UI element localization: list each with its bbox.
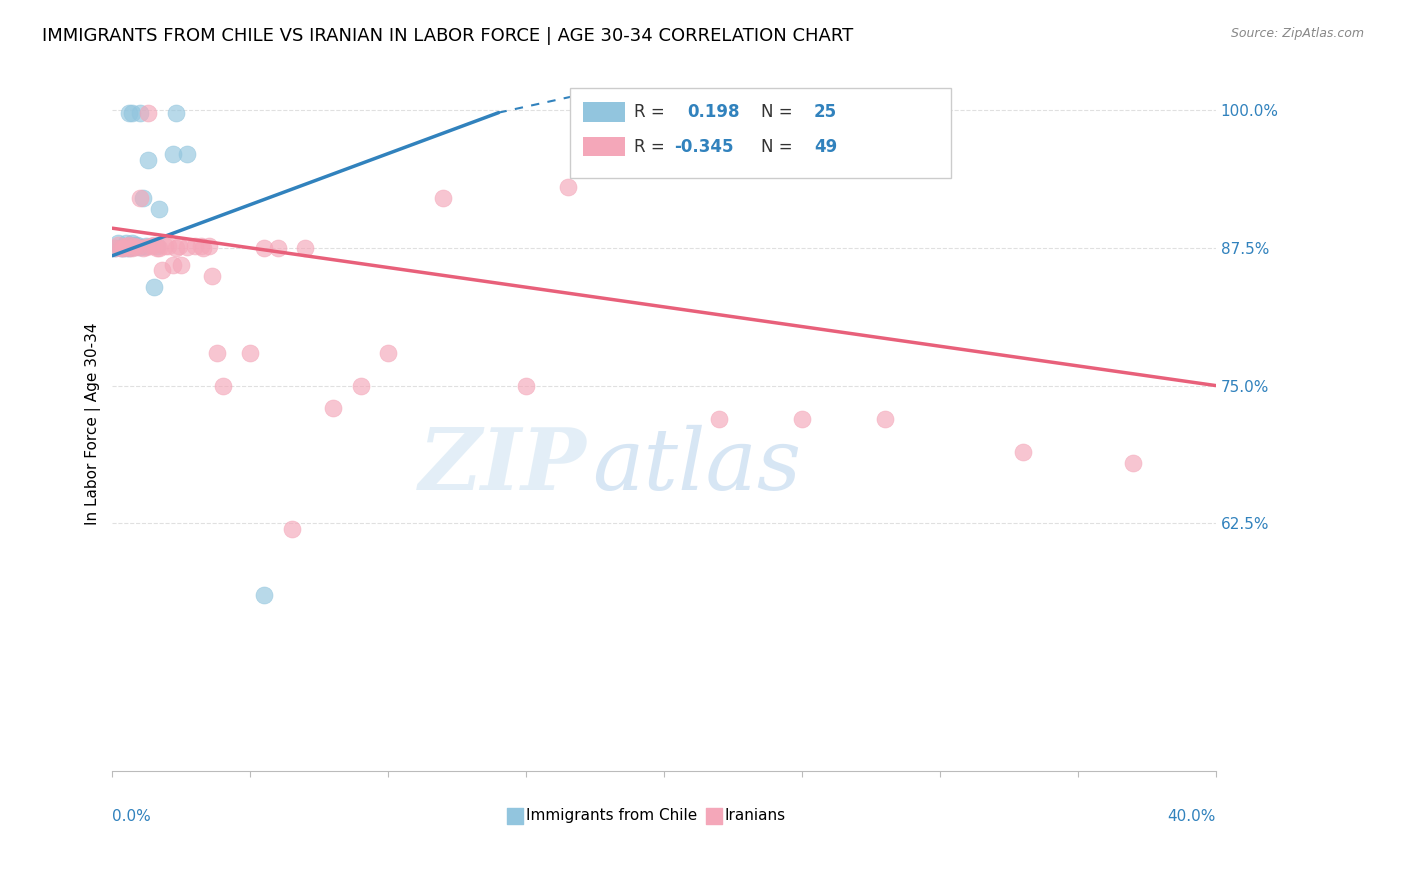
Point bbox=[118, 241, 141, 255]
Point bbox=[124, 237, 146, 252]
Point bbox=[142, 279, 165, 293]
Point bbox=[107, 235, 129, 250]
Point bbox=[432, 192, 454, 206]
Text: N =: N = bbox=[761, 103, 799, 121]
Point bbox=[129, 105, 152, 120]
Point bbox=[115, 241, 138, 255]
Point bbox=[709, 411, 731, 425]
Point bbox=[1122, 456, 1144, 470]
Point bbox=[110, 241, 132, 255]
Point bbox=[115, 239, 138, 253]
Point bbox=[112, 241, 135, 255]
Point bbox=[124, 239, 146, 253]
Point bbox=[127, 240, 149, 254]
FancyBboxPatch shape bbox=[583, 137, 626, 156]
Point bbox=[148, 241, 170, 255]
Point bbox=[136, 153, 159, 167]
Point bbox=[132, 192, 155, 206]
Point bbox=[104, 241, 127, 255]
Point bbox=[239, 345, 262, 359]
Y-axis label: In Labor Force | Age 30-34: In Labor Force | Age 30-34 bbox=[86, 323, 101, 525]
Text: R =: R = bbox=[634, 103, 671, 121]
Text: 40.0%: 40.0% bbox=[1167, 809, 1216, 824]
Point bbox=[110, 241, 132, 255]
Point bbox=[280, 522, 302, 536]
Point bbox=[267, 241, 290, 255]
Point bbox=[153, 239, 176, 253]
Point bbox=[557, 180, 579, 194]
Point bbox=[129, 240, 152, 254]
Point bbox=[515, 378, 537, 392]
Point bbox=[253, 588, 276, 602]
Point bbox=[176, 240, 198, 254]
Point bbox=[170, 258, 193, 272]
Point bbox=[165, 105, 187, 120]
Point bbox=[134, 240, 156, 254]
Point bbox=[176, 147, 198, 161]
Point bbox=[184, 239, 207, 253]
Point bbox=[156, 239, 179, 253]
Point bbox=[162, 258, 184, 272]
Point bbox=[377, 345, 399, 359]
Text: 25: 25 bbox=[814, 103, 837, 121]
Point bbox=[165, 241, 187, 255]
Point bbox=[1011, 444, 1033, 458]
FancyBboxPatch shape bbox=[571, 87, 950, 178]
Text: Immigrants from Chile: Immigrants from Chile bbox=[526, 808, 697, 823]
FancyBboxPatch shape bbox=[583, 103, 626, 122]
Point bbox=[145, 239, 167, 253]
Text: Iranians: Iranians bbox=[724, 808, 786, 823]
Point bbox=[134, 239, 156, 253]
Point bbox=[873, 411, 896, 425]
Text: R =: R = bbox=[634, 137, 671, 156]
Point bbox=[132, 241, 155, 255]
Point bbox=[118, 237, 141, 252]
Point bbox=[121, 235, 143, 250]
Point bbox=[150, 263, 173, 277]
Text: atlas: atlas bbox=[592, 425, 801, 507]
Point bbox=[205, 345, 228, 359]
Point bbox=[198, 239, 221, 253]
Point bbox=[148, 202, 170, 217]
Text: 0.0%: 0.0% bbox=[112, 809, 152, 824]
Point bbox=[350, 378, 373, 392]
Point bbox=[145, 241, 167, 255]
Point bbox=[129, 192, 152, 206]
Point bbox=[162, 147, 184, 161]
Point bbox=[118, 105, 141, 120]
Text: 49: 49 bbox=[814, 137, 838, 156]
Point bbox=[124, 240, 146, 254]
Text: Source: ZipAtlas.com: Source: ZipAtlas.com bbox=[1230, 27, 1364, 40]
Point bbox=[112, 241, 135, 255]
Point bbox=[167, 239, 190, 253]
Point bbox=[104, 241, 127, 255]
Point bbox=[201, 268, 224, 283]
Point bbox=[107, 237, 129, 252]
Point bbox=[790, 411, 813, 425]
Point bbox=[127, 237, 149, 252]
Point bbox=[118, 241, 141, 255]
Point bbox=[322, 401, 344, 415]
Text: -0.345: -0.345 bbox=[673, 137, 734, 156]
Text: N =: N = bbox=[761, 137, 799, 156]
Point bbox=[193, 241, 215, 255]
Point bbox=[253, 241, 276, 255]
Point bbox=[115, 235, 138, 250]
Point bbox=[142, 237, 165, 252]
Text: ZIP: ZIP bbox=[419, 424, 586, 508]
Point bbox=[139, 239, 162, 253]
Point bbox=[211, 378, 233, 392]
Text: 0.198: 0.198 bbox=[688, 103, 740, 121]
Point bbox=[121, 241, 143, 255]
Point bbox=[136, 105, 159, 120]
Text: IMMIGRANTS FROM CHILE VS IRANIAN IN LABOR FORCE | AGE 30-34 CORRELATION CHART: IMMIGRANTS FROM CHILE VS IRANIAN IN LABO… bbox=[42, 27, 853, 45]
Point bbox=[190, 239, 212, 253]
Point bbox=[121, 105, 143, 120]
Point bbox=[294, 241, 316, 255]
